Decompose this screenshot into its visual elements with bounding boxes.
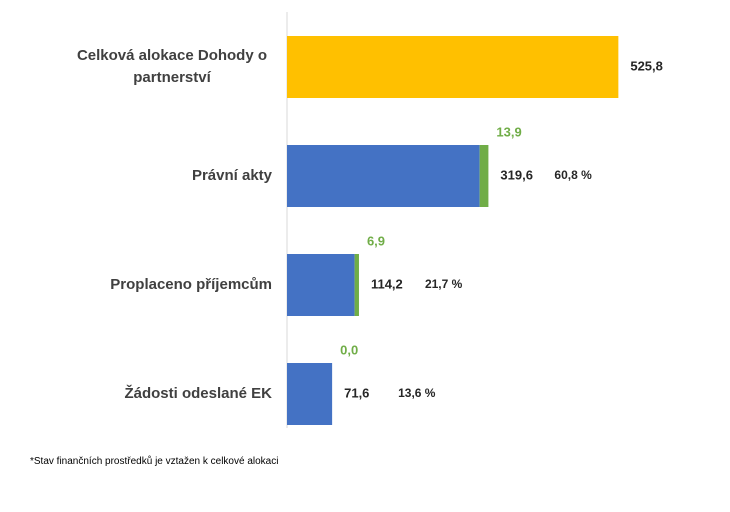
bar-segment (354, 254, 359, 316)
bar-segment (287, 145, 480, 207)
footnote: *Stav finančních prostředků je vztažen k… (30, 456, 279, 467)
share-label: 13,6 % (398, 386, 436, 400)
total-label: 525,8 (630, 58, 663, 73)
total-label: 319,6 (500, 167, 533, 182)
category-text: Proplaceno příjemcům (110, 276, 272, 294)
bar-segment (287, 363, 333, 425)
share-label: 60,8 % (554, 168, 592, 182)
category-label: Proplaceno příjemcům (40, 254, 272, 316)
segment-label: 13,9 (496, 124, 521, 139)
category-text: Celková alokace Dohody o partnerství (76, 47, 268, 86)
category-label: Žádosti odeslané EK (40, 363, 272, 425)
bar-segment (287, 254, 355, 316)
total-label: 114,2 (371, 276, 403, 291)
bar-segment (287, 36, 619, 98)
category-text: Žádosti odeslané EK (124, 385, 272, 403)
segment-label: 6,9 (367, 233, 385, 248)
category-label: Právní akty (40, 145, 272, 207)
total-label: 71,6 (344, 385, 369, 400)
category-label: Celková alokace Dohody o partnerství (40, 36, 272, 98)
category-text: Právní akty (191, 167, 272, 185)
segment-label: 0,0 (340, 342, 358, 357)
share-label: 21,7 % (425, 277, 463, 291)
bar-segment (479, 145, 489, 207)
